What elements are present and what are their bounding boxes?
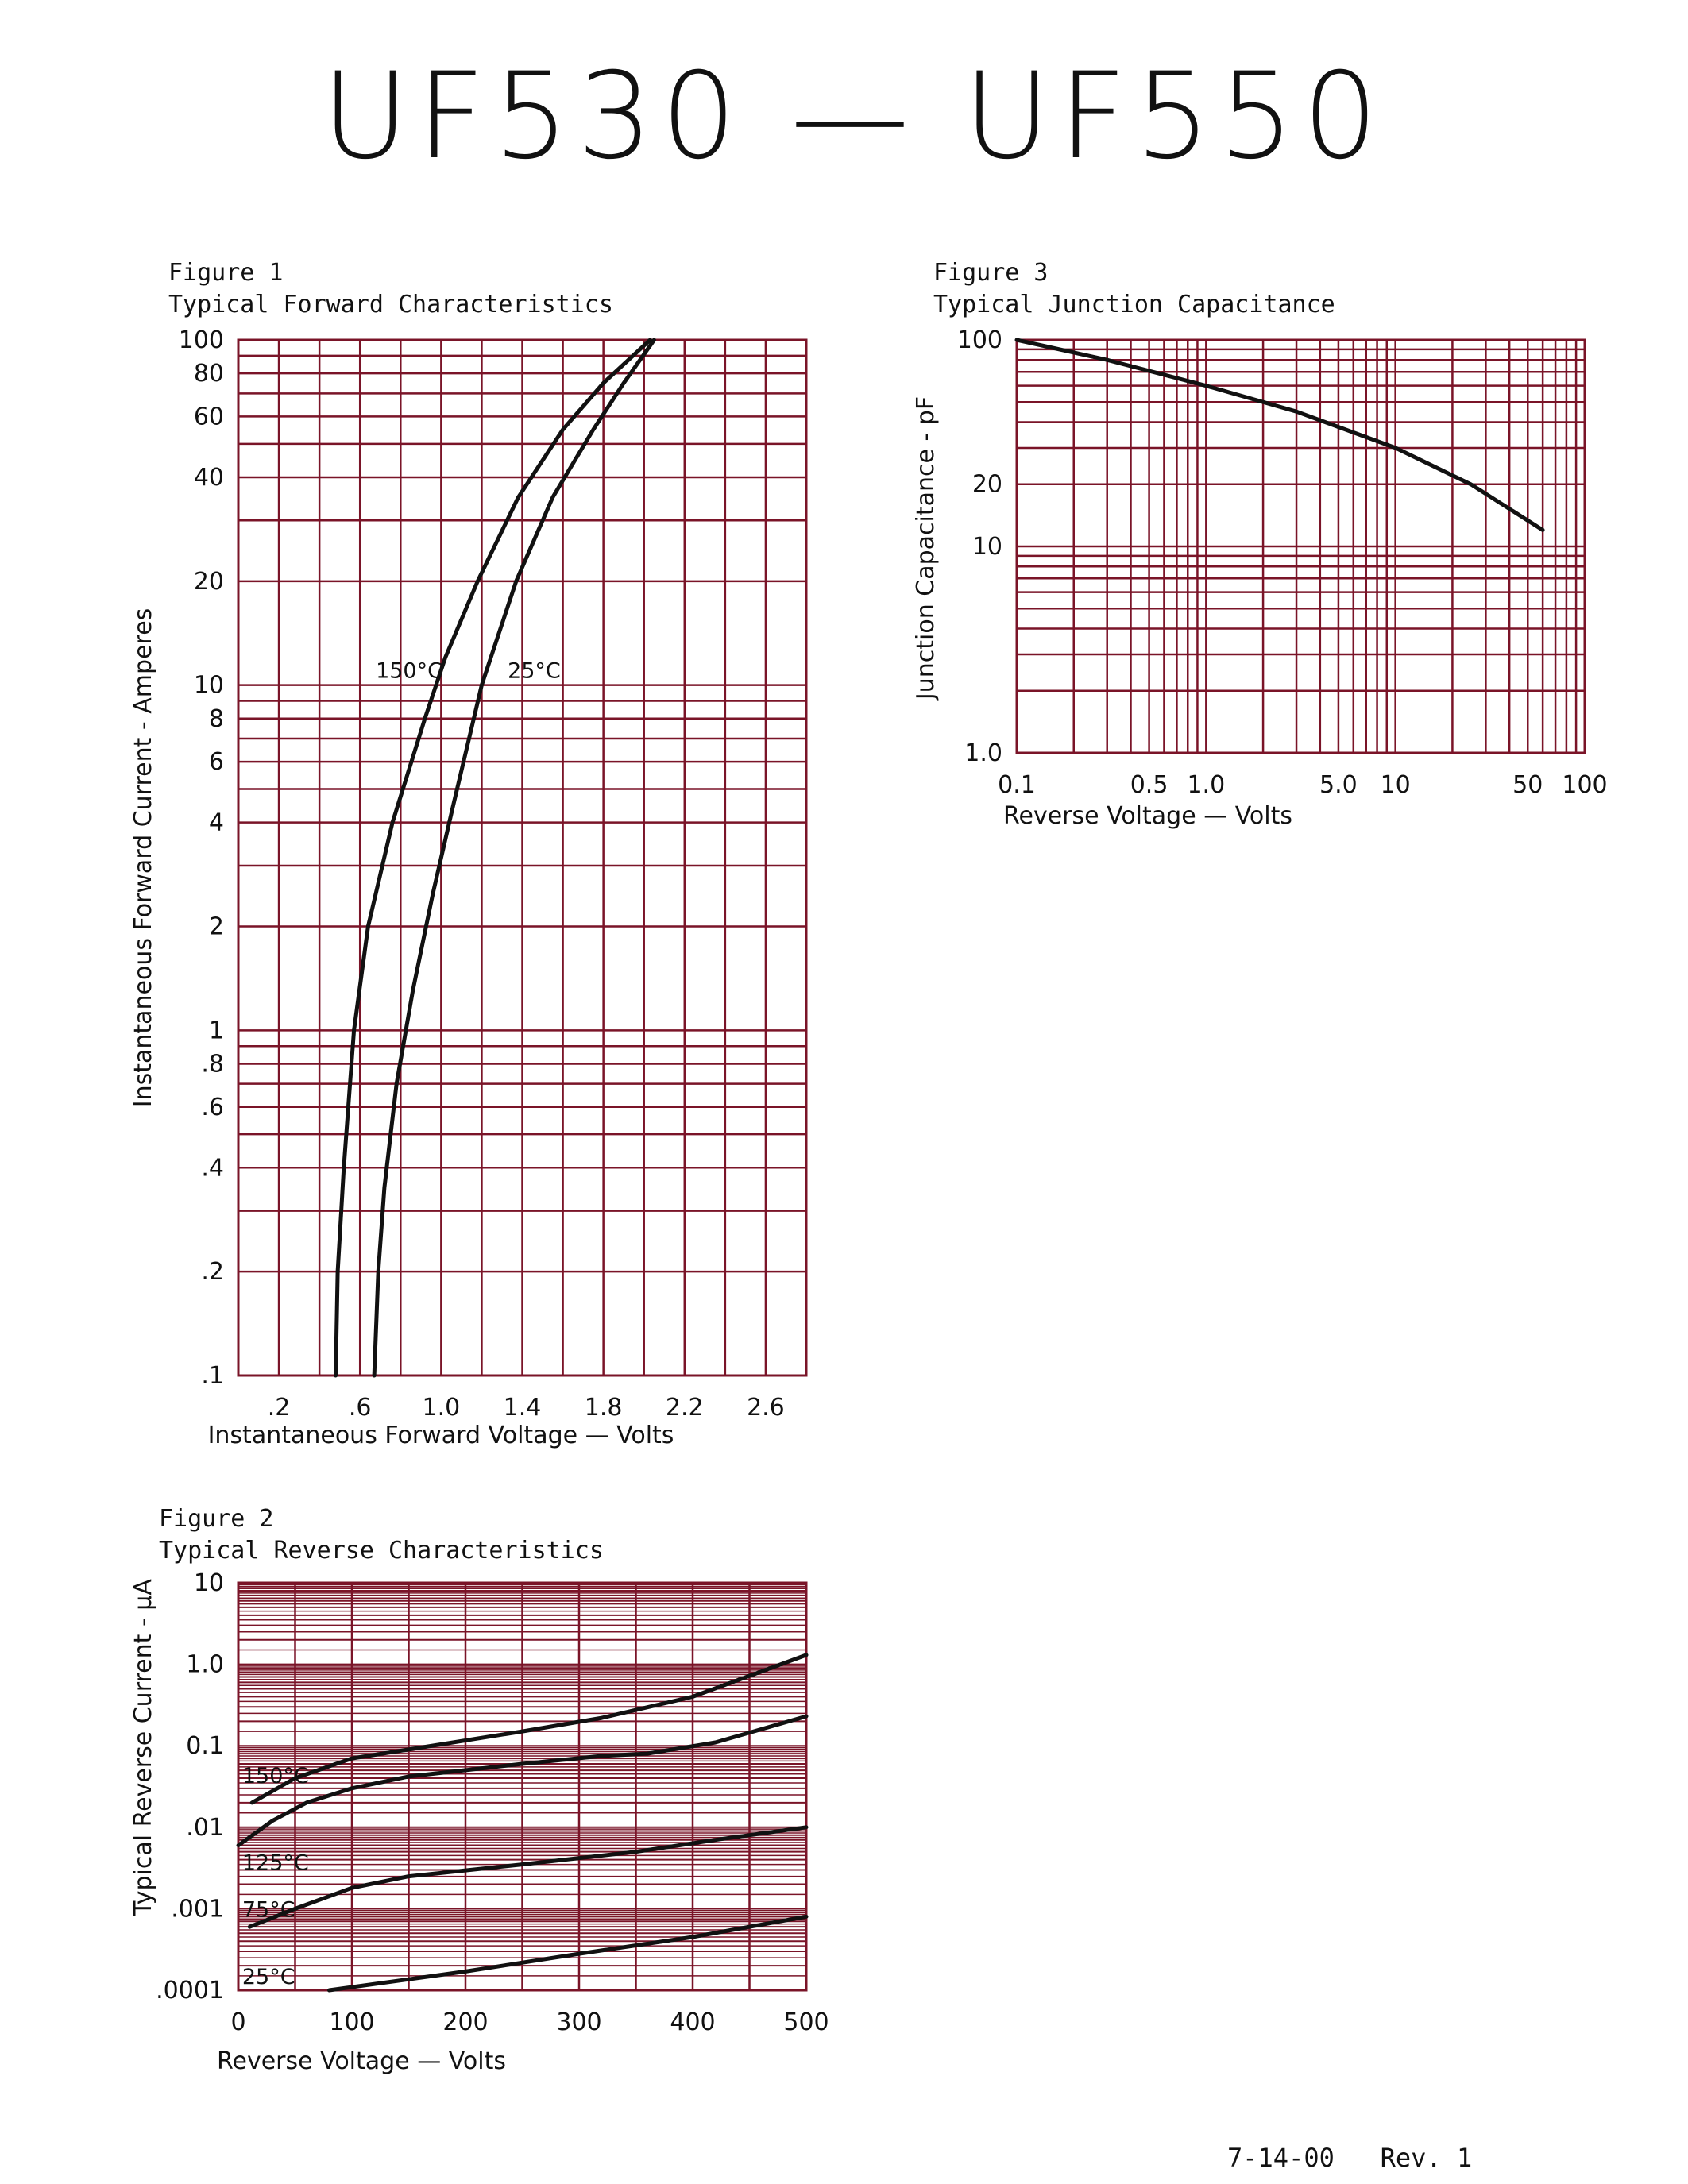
y-tick-label: .4 (201, 1154, 224, 1182)
y-tick-label: 80 (194, 360, 224, 388)
figure3-label: Figure 3 (933, 259, 1049, 287)
y-tick-label: .001 (171, 1895, 224, 1923)
x-tick-label: .2 (268, 1394, 291, 1422)
x-tick-label: 0.5 (1130, 771, 1168, 799)
figure2-title: Typical Reverse Characteristics (159, 1537, 604, 1565)
series-label: 75°C (242, 1897, 295, 1922)
y-tick-label: .1 (201, 1362, 224, 1390)
y-axis-title: Instantaneous Forward Current - Amperes (129, 608, 157, 1108)
y-tick-label: 20 (972, 471, 1002, 499)
x-tick-label: 0 (230, 2008, 245, 2036)
y-tick-label: 8 (209, 705, 224, 733)
x-tick-label: 300 (556, 2008, 601, 2036)
x-tick-label: 1.4 (504, 1394, 542, 1422)
x-tick-label: 1.0 (422, 1394, 460, 1422)
y-tick-label: .6 (201, 1094, 224, 1121)
x-tick-label: 200 (442, 2008, 488, 2036)
y-tick-label: 2 (209, 913, 224, 940)
series-line-150C (249, 1653, 809, 1805)
x-tick-label: 0.1 (998, 771, 1036, 799)
y-tick-label: 60 (194, 403, 224, 430)
y-tick-label: .2 (201, 1258, 224, 1286)
series-line-0 (1014, 338, 1545, 532)
y-tick-label: 100 (179, 326, 224, 354)
series-line-125C (236, 1714, 809, 1848)
fig1-chart: .2 .6 1.0 1.4 1.8 2.2 2.6 .1 .2 .4 .6 .8 1 2 4 6 8 10 20 40… (129, 326, 808, 1449)
x-axis-title: Reverse Voltage — Volts (1003, 802, 1292, 830)
figure1-header: Figure 1 Typical Forward Characteristics (168, 257, 613, 321)
y-tick-label: 10 (194, 672, 224, 700)
x-axis-title: Reverse Voltage — Volts (217, 2047, 506, 2075)
revision-footer: 7-14-00 Rev. 1 (1227, 2143, 1473, 2173)
y-tick-label: 20 (194, 568, 224, 596)
fig2-chart: 0 100 200 300 400 500 .0001 .001 .01 0.1 1.0 10 Reve… (129, 1569, 829, 2075)
x-tick-label: 2.2 (666, 1394, 704, 1422)
series-line-25C (372, 338, 656, 1378)
y-tick-label: 1.0 (186, 1651, 224, 1679)
y-axis-title: Typical Reverse Current - µA (129, 1579, 157, 1916)
plot-frame (1015, 338, 1586, 754)
page-title: UF530 — UF550 (321, 48, 1387, 186)
series-label: 125°C (242, 1850, 309, 1875)
x-tick-label: .6 (349, 1394, 372, 1422)
y-tick-label: 10 (972, 533, 1002, 561)
plot-frame (237, 1581, 808, 1992)
series-label: 25°C (242, 1965, 295, 1989)
fig3-chart: 0.1 0.5 1.0 5.0 10 50 100 1.0 10 20 100 Reverse Vol… (912, 326, 1608, 830)
plot-frame (237, 338, 808, 1377)
y-tick-label: 100 (957, 326, 1002, 354)
x-tick-label: 400 (670, 2008, 715, 2036)
x-tick-label: 1.0 (1187, 771, 1225, 799)
series-line-150C (334, 338, 652, 1378)
y-tick-label: 0.1 (186, 1732, 224, 1760)
x-tick-label: 5.0 (1319, 771, 1358, 799)
y-tick-label: .01 (186, 1814, 224, 1842)
x-axis-title: Instantaneous Forward Voltage — Volts (208, 1422, 674, 1449)
x-tick-label: 10 (1381, 771, 1411, 799)
figure3-title: Typical Junction Capacitance (933, 291, 1335, 318)
series-line-25C (326, 1914, 809, 1993)
y-tick-label: 4 (209, 809, 224, 837)
figure2-label: Figure 2 (159, 1505, 274, 1533)
x-tick-label: 50 (1512, 771, 1543, 799)
x-tick-label: 100 (1562, 771, 1607, 799)
series-line-75C (247, 1825, 809, 1929)
y-tick-label: .0001 (156, 1977, 224, 2005)
y-tick-label: 40 (194, 464, 224, 492)
y-tick-label: .8 (201, 1050, 224, 1078)
x-tick-label: 500 (783, 2008, 829, 2036)
figure1-title: Typical Forward Characteristics (168, 291, 613, 318)
figure3-header: Figure 3 Typical Junction Capacitance (933, 257, 1335, 321)
figure1-label: Figure 1 (168, 259, 284, 287)
series-label: 150°C (376, 658, 442, 683)
y-tick-label: 1 (209, 1017, 224, 1044)
y-tick-label: 10 (194, 1569, 224, 1597)
series-label: 150°C (242, 1764, 309, 1788)
y-axis-title: Junction Capacitance - pF (912, 396, 940, 701)
x-tick-label: 100 (329, 2008, 374, 2036)
figure2-header: Figure 2 Typical Reverse Characteristics (159, 1503, 604, 1567)
y-tick-label: 6 (209, 748, 224, 776)
series-label: 25°C (508, 658, 561, 683)
y-tick-label: 1.0 (964, 739, 1002, 767)
x-tick-label: 1.8 (585, 1394, 623, 1422)
x-tick-label: 2.6 (747, 1394, 785, 1422)
